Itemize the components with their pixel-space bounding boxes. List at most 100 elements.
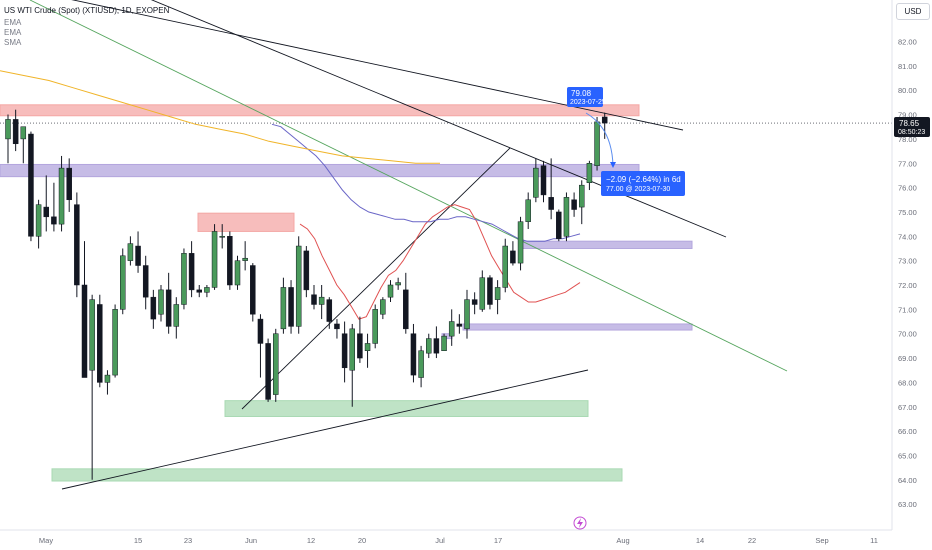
candle[interactable]	[494, 287, 501, 300]
candle[interactable]	[5, 119, 11, 140]
candle[interactable]	[234, 260, 241, 286]
candle[interactable]	[510, 250, 516, 264]
candle[interactable]	[357, 333, 363, 359]
candle[interactable]	[28, 133, 34, 237]
time-scale[interactable]: May 15 23 Jun 12 20 Jul 17 Aug 14 22 Sep 11	[39, 536, 878, 545]
candle[interactable]	[464, 299, 470, 330]
candle[interactable]	[120, 255, 126, 310]
candle[interactable]	[387, 284, 394, 298]
candle[interactable]	[158, 289, 164, 315]
candle[interactable]	[81, 284, 88, 378]
indicator-ema-fast-label[interactable]: EMA	[4, 18, 22, 27]
candle[interactable]	[403, 289, 409, 330]
candle[interactable]	[448, 321, 455, 337]
candle[interactable]	[135, 245, 141, 266]
candle[interactable]	[441, 335, 447, 351]
candle[interactable]	[594, 121, 600, 166]
candle[interactable]	[563, 197, 570, 237]
candle[interactable]	[150, 296, 157, 320]
candle[interactable]	[104, 374, 111, 383]
candle[interactable]	[334, 323, 340, 330]
candle[interactable]	[257, 318, 264, 344]
support-zone-low[interactable]	[51, 468, 623, 482]
candle[interactable]	[127, 243, 134, 261]
candle[interactable]	[525, 199, 531, 222]
candle[interactable]	[20, 126, 27, 140]
candle[interactable]	[58, 167, 65, 225]
candle[interactable]	[487, 277, 493, 305]
candle[interactable]	[418, 350, 424, 378]
candle[interactable]	[12, 119, 19, 145]
candle[interactable]	[51, 216, 57, 225]
candle[interactable]	[556, 211, 562, 239]
candle[interactable]	[227, 236, 233, 286]
projection-callout[interactable]: −2.09 (−2.64%) in 6d 77.00 @ 2023-07-30	[601, 171, 685, 196]
candle[interactable]	[303, 250, 310, 291]
candle[interactable]	[479, 277, 486, 310]
candle[interactable]	[579, 184, 585, 208]
candle[interactable]	[112, 309, 118, 376]
candle[interactable]	[181, 253, 187, 305]
pivot-zone[interactable]	[0, 163, 640, 178]
candle[interactable]	[426, 338, 432, 354]
candle[interactable]	[196, 289, 202, 293]
indicator-sma-label[interactable]: SMA	[4, 38, 22, 47]
candle[interactable]	[43, 206, 49, 218]
candle[interactable]	[548, 197, 554, 210]
resistance-zone[interactable]	[0, 104, 640, 117]
indicator-ema-slow-label[interactable]: EMA	[4, 28, 22, 37]
candle[interactable]	[456, 323, 463, 327]
candle[interactable]	[318, 296, 325, 305]
candle[interactable]	[586, 163, 593, 183]
candle[interactable]	[280, 287, 287, 330]
candle[interactable]	[433, 338, 440, 354]
candle[interactable]	[265, 343, 271, 400]
candle[interactable]	[380, 299, 386, 315]
candle[interactable]	[601, 116, 608, 124]
candle[interactable]	[395, 282, 401, 286]
trendline-support[interactable]	[61, 369, 589, 490]
candle[interactable]	[35, 204, 42, 237]
pivot-zone-bottom[interactable]	[462, 323, 693, 331]
lightning-icon[interactable]	[573, 516, 587, 530]
trendline-upper[interactable]	[50, 0, 684, 131]
candle[interactable]	[571, 199, 577, 210]
high-price-callout[interactable]: 79.08 2023-07-25	[567, 87, 606, 107]
candle[interactable]	[311, 294, 317, 305]
candle[interactable]	[219, 236, 225, 238]
pivot-zone-lower[interactable]	[518, 240, 693, 249]
symbol-title[interactable]: US WTI Crude (Spot) (XTIUSD), 1D, EXOPEN	[4, 6, 170, 15]
candle[interactable]	[188, 253, 195, 291]
candle[interactable]	[410, 333, 417, 376]
candle[interactable]	[273, 333, 279, 395]
candle[interactable]	[295, 245, 302, 327]
candle[interactable]	[326, 299, 333, 322]
candle[interactable]	[540, 165, 547, 196]
candle[interactable]	[471, 299, 478, 305]
candle[interactable]	[364, 343, 371, 351]
candle[interactable]	[250, 265, 256, 315]
candle[interactable]	[372, 309, 378, 344]
trendline-green[interactable]	[29, 0, 788, 372]
currency-button[interactable]: USD	[896, 3, 930, 20]
candle[interactable]	[142, 265, 149, 298]
candle[interactable]	[89, 299, 95, 371]
candle[interactable]	[66, 167, 72, 201]
candle[interactable]	[242, 257, 248, 261]
candle[interactable]	[165, 289, 172, 327]
candle[interactable]	[349, 328, 355, 371]
candle[interactable]	[204, 287, 210, 293]
candle[interactable]	[97, 304, 103, 383]
trendline-mid[interactable]	[140, 0, 727, 238]
candle[interactable]	[74, 204, 80, 286]
candle[interactable]	[173, 304, 180, 327]
trendline-rising[interactable]	[241, 147, 511, 410]
candle[interactable]	[341, 333, 348, 369]
candle[interactable]	[517, 221, 524, 264]
candle[interactable]	[288, 287, 294, 327]
candle[interactable]	[502, 245, 508, 288]
candle[interactable]	[211, 231, 218, 288]
support-zone[interactable]	[224, 400, 589, 417]
price-scale[interactable]: 82.00 81.00 80.00 79.00 78.00 77.00 76.00 75.00…	[898, 38, 917, 510]
